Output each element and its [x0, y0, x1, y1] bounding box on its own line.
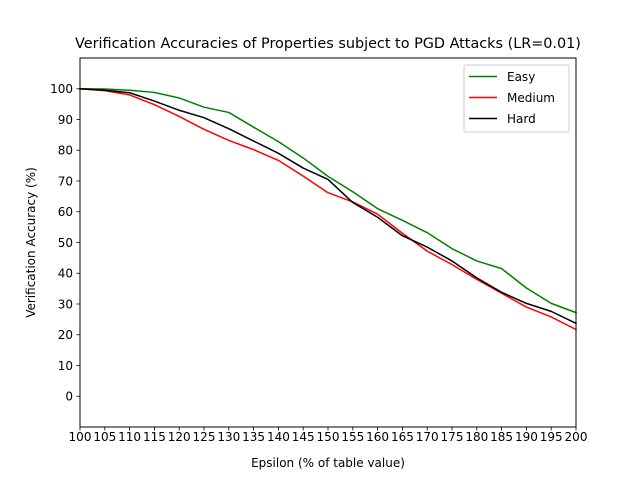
y-tick-label: 70	[58, 174, 73, 188]
x-tick-label: 100	[69, 430, 92, 444]
x-tick-label: 155	[341, 430, 364, 444]
legend: Easy Medium Hard	[463, 64, 570, 133]
y-tick-label: 0	[65, 390, 73, 404]
x-tick-label: 200	[565, 430, 588, 444]
y-tick-label: 100	[50, 82, 73, 96]
x-tick-label: 195	[540, 430, 563, 444]
x-tick-label: 185	[490, 430, 513, 444]
series-line-medium	[79, 87, 578, 331]
plot-lines	[79, 87, 578, 331]
y-tick-label: 30	[58, 297, 73, 311]
series-line-easy	[79, 87, 577, 314]
legend-box	[463, 64, 570, 133]
x-tick-label: 190	[515, 430, 538, 444]
x-tick-label: 130	[217, 430, 240, 444]
x-tick-label: 105	[93, 430, 116, 444]
legend-label-hard: Hard	[507, 112, 536, 126]
x-tick-label: 180	[465, 430, 488, 444]
y-tick-label: 10	[58, 359, 73, 373]
chart-title: Verification Accuracies of Properties su…	[75, 36, 581, 52]
x-tick-label: 115	[143, 430, 166, 444]
legend-label-medium: Medium	[507, 91, 555, 105]
y-axis-label: Verification Accuracy (%)	[24, 167, 38, 318]
x-tick-label: 145	[292, 430, 315, 444]
legend-label-easy: Easy	[507, 70, 535, 84]
x-tick-label: 125	[193, 430, 216, 444]
x-axis-label: Epsilon (% of table value)	[251, 456, 405, 470]
y-axis-ticks: 0 10 20 30 40 50 60 70 80 90 100	[50, 82, 80, 404]
y-tick-label: 90	[58, 113, 73, 127]
y-tick-label: 80	[58, 144, 73, 158]
x-tick-label: 160	[366, 430, 389, 444]
y-tick-label: 40	[58, 267, 73, 281]
x-tick-label: 120	[168, 430, 191, 444]
x-tick-label: 150	[317, 430, 340, 444]
x-tick-label: 165	[391, 430, 414, 444]
y-tick-label: 20	[58, 328, 73, 342]
x-axis-ticks: 100 105 110 115 120 125 130 135 140 145 150 155 160 1…	[69, 427, 588, 444]
x-tick-label: 110	[118, 430, 141, 444]
y-tick-label: 50	[58, 236, 73, 250]
y-tick-label: 60	[58, 205, 73, 219]
x-tick-label: 135	[242, 430, 265, 444]
x-tick-label: 170	[416, 430, 439, 444]
x-tick-label: 140	[267, 430, 290, 444]
series-line-hard	[79, 87, 578, 325]
x-tick-label: 175	[441, 430, 464, 444]
